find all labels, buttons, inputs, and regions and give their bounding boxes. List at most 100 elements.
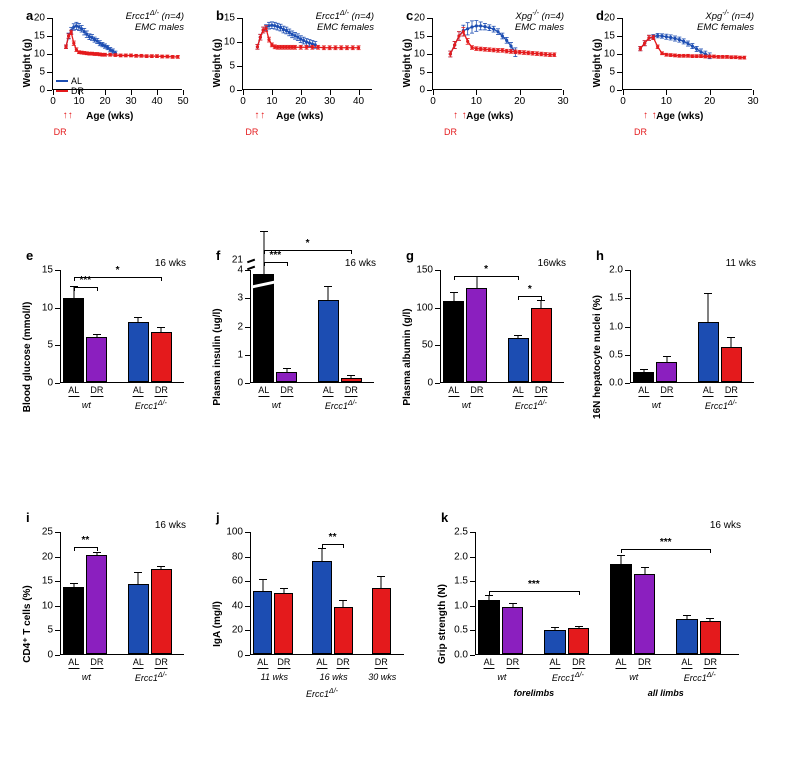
significance-text: ** [75,535,95,546]
bar [253,274,274,382]
bar-label: AL [550,657,561,669]
error-bar [321,549,322,560]
panel-label: e [26,248,33,263]
bar [531,308,552,382]
x-axis-label: Age (wks) [276,111,323,122]
group-label: 11 wks [261,672,288,682]
error-bar [666,357,667,363]
legend: AL DR [56,76,84,96]
y-tick-label: 0.0 [454,650,468,661]
plot-area: 0510152025ALDRwtALDRErcc1Δ/-** [60,532,184,655]
error-bar [731,338,732,347]
significance-tick [518,296,519,300]
error-bar [476,277,477,288]
panel-b: bErcc1Δ/- (n=4)EMC femalesWeight (g)Age … [210,8,380,118]
error-bar-cap [706,618,714,619]
y-tick-label: 40 [232,600,243,611]
error-bar [96,553,97,554]
bar [721,347,742,382]
y-tick-label: 0 [47,650,53,661]
x-tick-label: 0 [240,96,246,107]
error-bar [686,616,687,618]
y-tick-label: 10 [34,49,45,60]
y-tick-label: 5 [419,67,425,78]
y-tick-label: 20 [414,13,425,24]
panel-label: a [26,8,33,23]
panel-g: g16wksPlasma albumin (g/l)050100150ALDRw… [400,248,570,428]
y-tick-label: 20 [604,13,615,24]
panel-j: jIgA (mg/l)020406080100ALDR11 wksALDR16 … [210,510,410,700]
significance-tick [161,277,162,281]
panel-label: f [216,248,220,263]
y-tick-label: 15 [604,31,615,42]
bar [478,600,500,654]
bar [656,362,677,382]
error-bar [710,619,711,621]
bar [86,555,107,654]
error-bar-cap [537,300,545,301]
bar-label: DR [535,385,548,397]
bar [508,338,529,382]
significance-text: * [298,238,318,249]
bar [372,588,391,654]
y-tick-label: 0.5 [454,625,468,636]
legend-al: AL [56,76,84,86]
bar-label: DR [638,657,651,669]
significance-text: *** [656,537,676,548]
error-bar [343,601,344,607]
error-bar-cap [157,327,165,328]
significance-tick [541,296,542,300]
error-bar [283,589,284,593]
group-label: Ercc1Δ/- [325,400,357,411]
significance-tick [489,591,490,595]
error-bar-cap [324,286,332,287]
error-bar [453,293,454,301]
bar-label: AL [316,657,327,669]
y-tick-label: 20 [42,551,53,562]
bar-label: AL [68,657,79,669]
y-tick-label: 15 [34,31,45,42]
bar-label: DR [345,385,358,397]
panel-label: b [216,8,224,23]
y-tick-label: 1.5 [454,576,468,587]
series-svg [243,18,373,90]
error-bar [512,604,513,607]
bar [698,322,719,382]
series-svg [623,18,753,90]
timepoint-label: 16wks [538,258,566,269]
bar [151,332,172,382]
plot-area: 0.00.51.01.52.0ALDRwtALDRErcc1Δ/- [630,270,754,383]
y-tick-label: 20 [34,13,45,24]
bar-label: DR [277,657,290,669]
y-tick-label: 5 [47,625,53,636]
bar-label: DR [90,385,103,397]
error-bar [262,580,263,591]
error-bar [138,318,139,322]
panel-d: dXpg-/- (n=4)EMC femalesWeight (g)Age (w… [590,8,760,118]
group-label: wt [82,672,91,682]
bar-break [252,281,275,289]
error-bar-cap [259,579,267,580]
plot-area: 051015ALDRwtALDRErcc1Δ/-**** [60,270,184,383]
group-label: Ercc1Δ/- [515,400,547,411]
bar [700,621,722,654]
error-bar [138,573,139,583]
error-bar [541,301,542,308]
bar [610,564,632,654]
y-tick-label: 4 [237,265,243,276]
bar-label: DR [155,657,168,669]
y-tick-label: 21 [232,255,243,266]
bar [86,337,107,382]
bar [443,301,464,382]
y-tick-label: 2.0 [454,551,468,562]
x-tick-label: 30 [557,96,568,107]
y-axis-label: Grip strength (N) [437,584,448,664]
error-bar-cap [339,600,347,601]
error-bar [518,336,519,338]
y-tick-label: 2.0 [609,265,623,276]
y-tick-label: 15 [42,265,53,276]
significance-bar [518,296,541,297]
bar [128,322,149,382]
x-axis-label: Age (wks) [656,111,703,122]
series-svg [433,18,563,90]
